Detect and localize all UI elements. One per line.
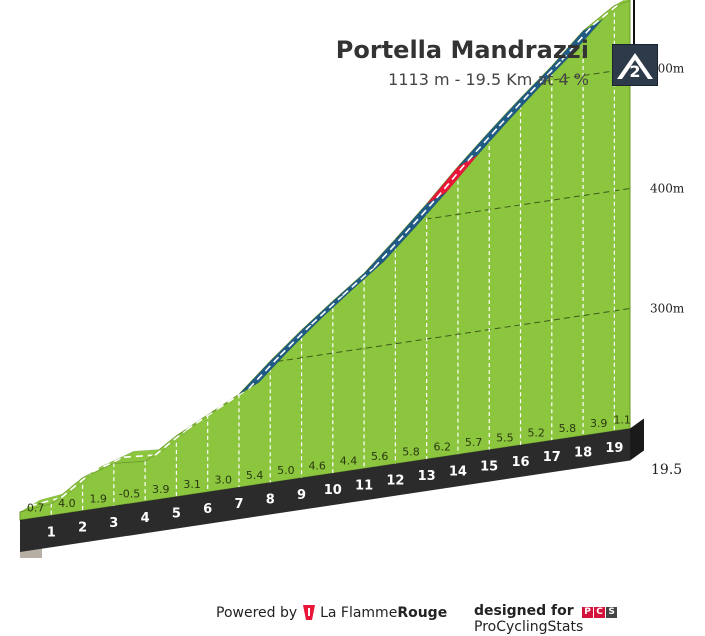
km-label: 7 [234,497,243,512]
gradient-label: 5.7 [465,436,483,449]
road-centerline [217,387,250,410]
road-centerline [436,160,469,199]
pcs-letter-p: P [582,607,594,618]
gradient-label: 0.7 [27,502,45,515]
gradient-label: 3.9 [590,417,608,430]
km-label: 6 [203,502,212,517]
km-label: 9 [297,488,306,503]
mountain-icon: 2 [617,53,653,81]
powered-by-label: Powered by [216,605,298,621]
brand-right: Rouge [397,605,448,621]
road-centerline [92,456,125,473]
road-centerline [529,59,563,93]
flamme-rouge-icon [302,605,315,620]
km-label: 8 [266,493,275,508]
gradient-label: 5.8 [402,445,420,458]
road-centerline [60,471,94,499]
gradient-label: 3.9 [152,483,170,496]
road-centerline [498,91,532,127]
road-centerline [279,323,313,356]
road-centerline [592,0,625,26]
gradient-label: 3.1 [183,478,201,491]
profile-base-band [20,428,630,552]
elevation-tick-label: 400m [650,182,685,196]
km-label: 10 [324,483,342,498]
elevation-gridline [20,0,630,41]
gradient-label: 5.2 [527,427,545,440]
climb-title: Portella Mandrazzi [335,36,589,64]
pcs-letter-c: C [594,607,606,618]
road-centerline [29,496,62,507]
road-centerline [404,197,438,234]
road-centerline [123,454,156,458]
climb-subtitle: 1113 m - 19.5 Km at 4 % [388,70,589,89]
gradient-label: 5.6 [371,450,389,463]
km-label: 15 [480,460,498,475]
km-label: 4 [141,511,150,526]
road-centerline [342,266,375,296]
km-label: 13 [418,469,436,484]
elevation-tick-label: 500m [650,62,685,76]
total-distance-label: 19.5 [651,462,682,478]
category-number: 2 [629,62,640,81]
pcs-letter-s: S [606,607,618,618]
gradient-label: 4.4 [340,455,358,468]
road-centerline [185,408,219,431]
powered-by: Powered by La FlammeRouge [216,603,447,621]
km-label: 1 [47,525,56,540]
gradient-label: 4.0 [58,497,76,510]
km-label: 17 [543,450,561,465]
km-label: 11 [355,478,373,493]
road-centerline [373,232,406,268]
km-label: 19 [605,441,623,456]
elevation-tick-label: 300m [650,302,685,316]
road-centerline [467,125,500,162]
gradient-label: 1.1 [613,414,631,427]
gradient-label: 5.4 [246,469,264,482]
km-label: 12 [386,474,404,489]
km-label: 16 [511,455,529,470]
km-label: 3 [109,516,118,531]
gradient-label: 5.5 [496,431,514,444]
gradient-label: 5.8 [559,422,577,435]
km-label: 2 [78,521,87,536]
gradient-label: 5.0 [277,464,295,477]
brand-left: La Flamme [320,605,398,621]
category-badge: 2 [612,44,658,86]
gradient-label: 4.6 [308,459,326,472]
gradient-segment [614,0,632,6]
road-centerline [248,354,281,389]
profile-base-end [630,418,644,461]
km-label: 14 [449,464,467,479]
road-centerline [154,429,187,456]
pcs-name: ProCyclingStats [474,619,584,635]
gradient-label: 6.2 [434,441,452,454]
designed-for-label: designed for [474,603,574,619]
gradient-label: 3.0 [215,474,233,487]
km-label: 18 [574,446,592,461]
road-centerline [561,24,594,61]
gradient-label: 1.9 [89,492,107,505]
gradient-label: -0.5 [119,488,140,501]
km-label: 5 [172,507,181,522]
